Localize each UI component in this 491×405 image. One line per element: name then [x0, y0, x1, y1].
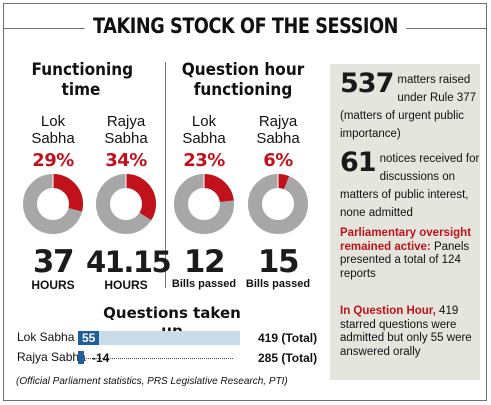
house-label: Lok Sabha	[31, 113, 75, 147]
hours-value: 41.15	[86, 245, 172, 279]
hours-unit: HOURS	[104, 278, 148, 292]
donut-chart	[174, 174, 234, 234]
note-text: Panels presented a total of 124 reports	[340, 240, 470, 280]
note-text: 419 starred questions were admitted but …	[340, 305, 472, 358]
hours-value: 37	[32, 244, 75, 280]
bills-unit: Bills passed	[245, 278, 311, 290]
bills-value: 15	[257, 244, 300, 280]
functioning-time-heading: Functioning time	[31, 60, 134, 100]
bar-total-value: 419 (Total)	[258, 331, 318, 345]
title-rule-right	[368, 28, 487, 29]
bar-label: Rajya Sabha	[17, 350, 86, 364]
donut-chart	[23, 174, 83, 234]
bar-total-track	[78, 331, 240, 345]
hours-unit: HOURS	[31, 278, 75, 292]
bar-label: Lok Sabha	[17, 330, 75, 344]
house-label: Rajya Sabha	[256, 113, 300, 147]
stat-rule-377: 537 matters raised under Rule 377 (matte…	[340, 70, 480, 142]
note-highlight: In Question Hour,	[340, 305, 436, 317]
stat-number: 537	[340, 68, 394, 99]
divider	[165, 62, 166, 288]
percent-label: 6%	[263, 150, 293, 171]
bar-answered	[78, 331, 100, 345]
bills-unit: Bills passed	[171, 278, 237, 290]
bar-answered-value: 55	[82, 331, 96, 345]
percent-label: 34%	[105, 150, 147, 171]
stat-number: 61	[340, 147, 377, 178]
bar-total-track	[83, 358, 233, 359]
bar-answered-value: -14	[92, 351, 110, 365]
percent-label: 23%	[183, 150, 225, 171]
stat-notices: 61 notices received for discussions on m…	[340, 149, 480, 221]
stat-text: matters raised under Rule 377 (matters o…	[340, 74, 477, 140]
percent-label: 29%	[32, 150, 74, 171]
bar-total-value: 285 (Total)	[258, 351, 318, 365]
question-hour-heading: Question hour functioning	[181, 60, 305, 100]
bar-answered	[78, 351, 84, 364]
bills-value: 12	[183, 244, 226, 280]
page-title: TAKING STOCK OF THE SESSION	[84, 14, 407, 38]
donut-chart	[248, 174, 308, 234]
side-panel	[330, 64, 480, 380]
stat-text: notices received for discussions on matt…	[340, 153, 480, 219]
donut-chart	[96, 174, 156, 234]
note-highlight: Parliamentary oversight remained active:	[340, 227, 472, 253]
house-label: Lok Sabha	[182, 113, 226, 147]
house-label: Rajya Sabha	[104, 113, 148, 147]
note-oversight: Parliamentary oversight remained active:…	[340, 227, 478, 281]
title-rule-left	[3, 28, 123, 29]
note-question-hour: In Question Hour, 419 starred questions …	[340, 305, 478, 359]
source-note: (Official Parliament statistics, PRS Leg…	[16, 376, 288, 387]
graphic-frame	[3, 3, 487, 401]
